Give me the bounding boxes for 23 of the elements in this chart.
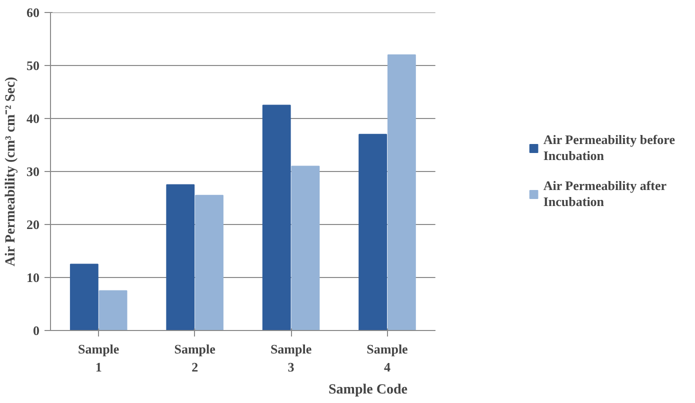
y-axis-title: Air Permeability (cm³ cm⁻² Sec)	[4, 76, 18, 266]
bar	[262, 104, 291, 330]
y-tick-label: 0	[33, 323, 40, 338]
bar	[70, 264, 98, 330]
legend-label: Air Permeability before Incubation	[543, 132, 675, 164]
y-tick-label: 30	[26, 164, 40, 179]
y-tick-label: 60	[26, 5, 40, 20]
bar	[358, 134, 388, 330]
x-tick-label: Sample 2	[174, 342, 216, 374]
legend-label: Air Permeability after Incubation	[543, 178, 667, 210]
x-tick-label: Sample 3	[270, 342, 312, 374]
bar	[98, 290, 128, 330]
y-tick-label: 50	[26, 58, 40, 73]
bar	[291, 166, 320, 330]
bar	[195, 194, 224, 330]
x-axis-title: Sample Code	[328, 382, 408, 398]
bar	[166, 184, 195, 330]
x-tick-label: Sample 4	[366, 342, 408, 374]
y-tick-label: 20	[26, 217, 40, 232]
y-tick-label: 10	[26, 270, 40, 285]
bar	[387, 54, 416, 330]
x-tick-label: Sample 1	[78, 342, 120, 374]
y-tick-label: 40	[26, 111, 40, 126]
